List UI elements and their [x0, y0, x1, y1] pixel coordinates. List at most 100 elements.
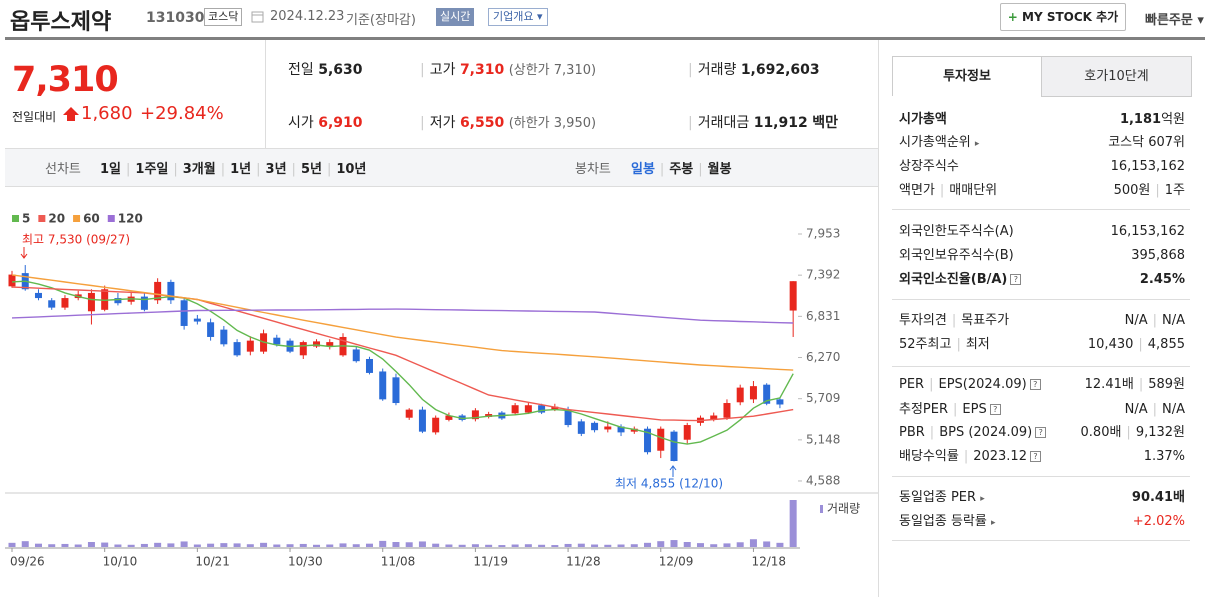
panel-tab[interactable]: 호가10단계	[1041, 56, 1192, 97]
candle-body	[140, 296, 148, 310]
volume-bar	[61, 543, 69, 547]
row-label: 매매단위	[949, 183, 998, 198]
summary-item: | 거래대금 11,912 백만	[688, 115, 838, 131]
quick-order[interactable]: 빠른주문 ▾	[1145, 13, 1204, 28]
calendar-icon	[251, 11, 264, 23]
candle-body	[524, 405, 532, 413]
chart-tab[interactable]: 3년	[265, 162, 287, 177]
summary-note: (상한가 7,310)	[508, 63, 597, 78]
candle-body	[763, 384, 771, 404]
summary-item: 전일 5,630	[288, 59, 363, 79]
panel-row: 외국인보유주식수(B) 395,868	[899, 246, 1185, 266]
row-value: 4,855	[1147, 337, 1185, 352]
change-rate: +29.84%	[140, 103, 224, 124]
legend-swatch	[107, 215, 115, 222]
chart-tab[interactable]: 월봉	[707, 162, 732, 177]
chart-tab[interactable]: 일봉	[631, 162, 655, 177]
candle-body	[776, 399, 784, 405]
volume-bar	[48, 544, 56, 547]
candle-body	[471, 410, 479, 420]
volume-bar	[154, 542, 162, 547]
candle-body	[273, 337, 281, 345]
row-value: +2.02%	[1132, 514, 1185, 529]
volume-bar	[220, 543, 228, 547]
x-tick-label: 11/08	[381, 555, 416, 569]
candle-body	[180, 300, 188, 326]
candle-body	[630, 428, 638, 432]
annotation-arrow	[669, 465, 677, 477]
summary-value: 5,630	[318, 62, 363, 78]
candle-body	[789, 281, 797, 311]
legend-swatch	[38, 215, 46, 222]
volume-bar	[233, 543, 241, 547]
summary-label: 시가	[288, 115, 314, 131]
change-label: 전일대비	[12, 110, 57, 124]
volume-bar	[114, 544, 122, 547]
summary-label: 거래대금	[697, 115, 750, 131]
summary-value: 7,310	[459, 62, 505, 78]
header-rule	[5, 37, 1205, 40]
line-chart-label: 선차트	[45, 162, 81, 177]
row-label[interactable]: 동일업종 PER	[899, 490, 977, 505]
volume-bar	[458, 544, 466, 547]
date: 2024.12.23	[270, 9, 345, 24]
chart-tab[interactable]: 3개월	[182, 162, 216, 177]
row-value: 코스닥 607위	[1108, 135, 1185, 150]
candle-body	[48, 300, 56, 308]
panel-tab-active[interactable]: 투자정보	[892, 56, 1042, 96]
chart-tab[interactable]: 5년	[300, 162, 322, 177]
row-value: N/A	[1124, 402, 1148, 417]
x-tick-label: 10/10	[103, 555, 138, 569]
summary-item: 시가 6,910	[288, 112, 363, 132]
chart: 7,953 7,392 6,831 6,270 5,709 5,148 4,588 5 20 60…	[5, 212, 878, 569]
row-label[interactable]: 동일업종 등락률	[899, 514, 987, 529]
candle-body	[657, 428, 665, 451]
candle-body	[604, 426, 612, 430]
x-tick-label: 11/28	[566, 555, 601, 569]
moving-average	[11, 280, 794, 445]
company-info-label: 기업개요	[493, 10, 534, 23]
chart-tab[interactable]: 1일	[100, 162, 122, 177]
chart-tab[interactable]: 1주일	[135, 162, 169, 177]
volume-bar	[564, 543, 572, 547]
candle-body	[445, 415, 453, 420]
volume-bar	[524, 544, 532, 547]
y-tick-label: 4,588	[806, 473, 840, 487]
volume-bar	[193, 544, 201, 547]
divider	[878, 40, 879, 597]
chart-tab[interactable]: 10년	[336, 162, 367, 177]
panel-row: 시가총액 1,181억원	[899, 110, 1185, 130]
panel-row: 52주최고 | 최저 10,430 | 4,855	[899, 337, 1185, 352]
panel-row: PBR | BPS (2024.09)? 0.80배 | 9,132원	[899, 425, 1185, 440]
volume-bar	[670, 540, 678, 547]
volume-bar	[273, 544, 281, 547]
candle-body	[167, 281, 175, 301]
volume-bar	[326, 544, 334, 547]
row-label[interactable]: 시가총액순위	[899, 135, 971, 150]
candle-tabs: 일봉 | 주봉 | 월봉	[631, 162, 732, 177]
quick-order-label: 빠른주문	[1145, 13, 1193, 28]
summary-note: (하한가 3,950)	[508, 116, 597, 131]
row-label: 배당수익률	[899, 449, 959, 464]
candle-body	[193, 318, 201, 322]
panel-row: 추정PER | EPS? N/A | N/A	[899, 402, 1185, 417]
company-info-button[interactable]: 기업개요 ▾	[488, 8, 548, 26]
volume-bar	[591, 544, 599, 547]
chart-tab[interactable]: 1년	[230, 162, 252, 177]
row-divider	[892, 476, 1190, 477]
y-tick-label: 7,392	[806, 268, 840, 282]
row-value: 16,153,162	[1110, 224, 1185, 239]
my-stock-button[interactable]: + MY STOCK 추가	[1000, 3, 1126, 31]
y-tick-label: 6,270	[806, 350, 840, 364]
row-label: 외국인소진율(B/A)	[899, 272, 1008, 287]
candle-body	[405, 409, 413, 418]
volume-bar	[21, 541, 29, 547]
chart-tab[interactable]: 주봉	[669, 162, 694, 177]
candle-body	[577, 421, 585, 434]
row-value: 0.80배	[1080, 425, 1122, 440]
y-tick-label: 5,148	[806, 432, 840, 446]
legend-label: 20	[48, 212, 65, 226]
candle-body	[299, 342, 307, 356]
volume-bar	[365, 543, 373, 547]
realtime-badge[interactable]: 실시간	[436, 8, 475, 26]
